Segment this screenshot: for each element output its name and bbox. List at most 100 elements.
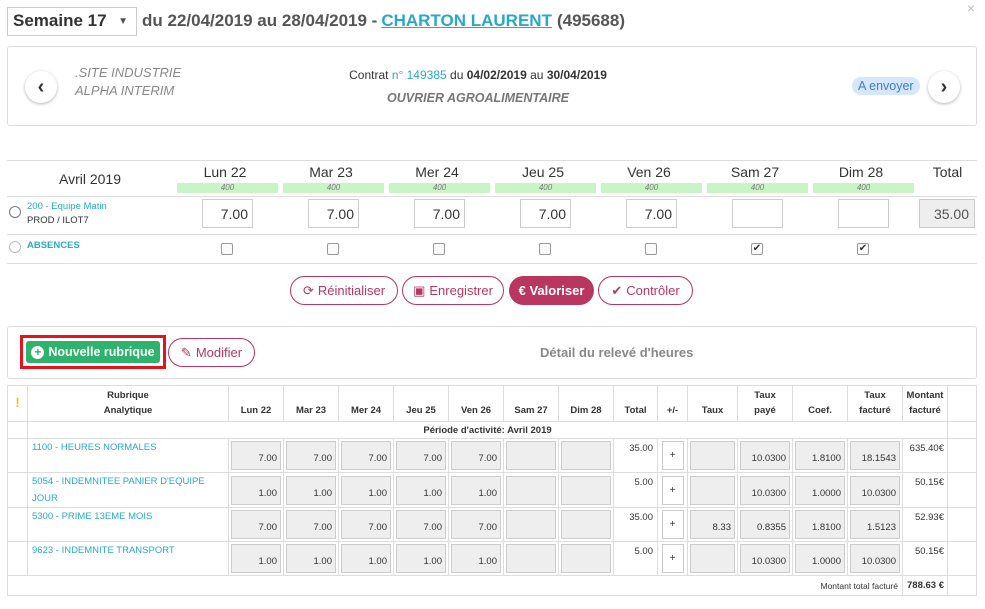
- rubrique-link[interactable]: 5054 - INDEMNITEE PANIER D'EQUIPE JOUR: [32, 476, 205, 504]
- day-value-input[interactable]: [561, 544, 611, 573]
- taux-input[interactable]: 8.33: [690, 510, 735, 539]
- taux-facture-input[interactable]: 18.1543: [850, 441, 900, 470]
- absence-checkbox[interactable]: [433, 243, 445, 255]
- taux-paye-input[interactable]: 10.0300: [740, 441, 790, 470]
- day-header: Lun 22: [203, 164, 247, 180]
- plus-button[interactable]: +: [661, 475, 684, 505]
- contract-start-date: 04/02/2019: [466, 68, 527, 82]
- day-value-input[interactable]: 1.00: [231, 475, 281, 505]
- contract-end-date: 30/04/2019: [546, 68, 607, 82]
- day-value-input[interactable]: 7.00: [286, 510, 336, 539]
- hours-input[interactable]: 7.00: [202, 199, 253, 228]
- hours-input[interactable]: 7.00: [626, 199, 677, 228]
- day-header: Mar 23: [309, 164, 353, 180]
- taux-facture-input[interactable]: 10.0300: [850, 475, 900, 505]
- previous-contract-button[interactable]: ‹: [25, 71, 57, 103]
- absence-checkbox[interactable]: ✔: [751, 243, 763, 255]
- empty-cell: [7, 507, 28, 542]
- hours-input[interactable]: [732, 199, 783, 228]
- next-contract-button[interactable]: ›: [928, 71, 960, 103]
- taux-facture-input[interactable]: 10.0300: [850, 544, 900, 573]
- check-button[interactable]: ✔ Contrôler: [598, 276, 693, 305]
- day-value-input[interactable]: [506, 544, 556, 573]
- save-button[interactable]: ▣ Enregistrer: [402, 276, 504, 305]
- week-select[interactable]: Semaine 17 ▼: [7, 6, 137, 36]
- empty-cell: [7, 541, 28, 576]
- day-value-input[interactable]: 7.00: [231, 510, 281, 539]
- coef-input[interactable]: 1.8100: [795, 441, 845, 470]
- coef-input[interactable]: 1.8100: [795, 510, 845, 539]
- absence-checkbox[interactable]: [645, 243, 657, 255]
- day-value-input[interactable]: 1.00: [286, 544, 336, 573]
- day-value-input[interactable]: [506, 510, 556, 539]
- rubrique-link[interactable]: 9623 - INDEMNITE TRANSPORT: [32, 545, 175, 556]
- day-value-input[interactable]: 1.00: [286, 475, 336, 505]
- day-value-input[interactable]: 1.00: [396, 544, 446, 573]
- day-header: Sam 27: [730, 164, 780, 180]
- taux-input[interactable]: [690, 544, 735, 573]
- day-value-input[interactable]: [561, 441, 611, 470]
- absence-checkbox[interactable]: ✔: [857, 243, 869, 255]
- taux-paye-input[interactable]: 10.0300: [740, 544, 790, 573]
- new-rubrique-button[interactable]: + Nouvelle rubrique: [26, 341, 160, 363]
- hours-input[interactable]: 7.00: [414, 199, 465, 228]
- coef-input[interactable]: 1.0000: [795, 475, 845, 505]
- col-sam: Sam 27: [503, 385, 559, 422]
- day-value-input[interactable]: 7.00: [341, 510, 391, 539]
- absence-checkbox[interactable]: [327, 243, 339, 255]
- day-value-input[interactable]: 1.00: [451, 544, 501, 573]
- day-value-input[interactable]: 1.00: [451, 475, 501, 505]
- close-icon[interactable]: ×: [966, 0, 975, 16]
- day-value-input[interactable]: [506, 475, 556, 505]
- rubrique-link[interactable]: 1100 - HEURES NORMALES: [32, 442, 157, 453]
- taux-input[interactable]: [690, 475, 735, 505]
- day-cell: 7.00: [393, 507, 449, 542]
- day-value-input[interactable]: 7.00: [341, 441, 391, 470]
- day-cell: 1.00: [393, 541, 449, 576]
- modify-button[interactable]: ✎ Modifier: [168, 338, 255, 367]
- taux-input[interactable]: [690, 441, 735, 470]
- day-value-input[interactable]: 7.00: [451, 441, 501, 470]
- empty-cell: [947, 438, 977, 473]
- absence-checkbox[interactable]: [221, 243, 233, 255]
- day-value-input[interactable]: 7.00: [396, 441, 446, 470]
- day-value-input[interactable]: 1.00: [231, 544, 281, 573]
- person-name-link[interactable]: CHARTON LAURENT: [381, 11, 552, 30]
- taux-facture-input[interactable]: 1.5123: [850, 510, 900, 539]
- taux-paye-input[interactable]: 10.0300: [740, 475, 790, 505]
- taux-paye-input[interactable]: 0.8355: [740, 510, 790, 539]
- day-value-input[interactable]: [561, 475, 611, 505]
- table-row: 5300 - PRIME 13EME MOIS 7.00 7.00 7.00 7.00 7…: [7, 507, 977, 542]
- plus-circle-icon: +: [31, 345, 45, 359]
- hours-input[interactable]: 7.00: [308, 199, 359, 228]
- absence-checkbox[interactable]: [539, 243, 551, 255]
- day-value-input[interactable]: 7.00: [451, 510, 501, 539]
- reset-button[interactable]: ⟳ Réinitialiser: [290, 276, 398, 305]
- plus-button[interactable]: +: [661, 441, 684, 470]
- day-value-input[interactable]: 1.00: [341, 475, 391, 505]
- capacity-bar: 400: [389, 183, 490, 193]
- empty-cell: [7, 472, 28, 508]
- day-value-input[interactable]: [561, 510, 611, 539]
- plus-button[interactable]: +: [661, 544, 684, 573]
- taux-cell: [687, 472, 738, 508]
- coef-cell: 1.0000: [792, 472, 848, 508]
- hours-input[interactable]: 7.00: [520, 199, 571, 228]
- coef-input[interactable]: 1.0000: [795, 544, 845, 573]
- row-total: 5.00: [613, 541, 658, 576]
- day-value-input[interactable]: [506, 441, 556, 470]
- hours-input[interactable]: [838, 199, 889, 228]
- day-value-input[interactable]: 7.00: [231, 441, 281, 470]
- day-value-input[interactable]: 1.00: [341, 544, 391, 573]
- rubrique-link[interactable]: 5300 - PRIME 13EME MOIS: [32, 511, 153, 522]
- col-mar: Mar 23: [283, 385, 339, 422]
- detail-panel: [7, 326, 977, 379]
- day-value-input[interactable]: 7.00: [286, 441, 336, 470]
- day-value-input[interactable]: 7.00: [396, 510, 446, 539]
- shift-name[interactable]: 200 - Equipe Matin: [27, 201, 107, 212]
- plus-button[interactable]: +: [661, 510, 684, 539]
- valorize-button[interactable]: € Valoriser: [509, 276, 594, 305]
- day-value-input[interactable]: 1.00: [396, 475, 446, 505]
- col-jeu: Jeu 25: [393, 385, 449, 422]
- contract-prefix: Contrat: [349, 68, 389, 82]
